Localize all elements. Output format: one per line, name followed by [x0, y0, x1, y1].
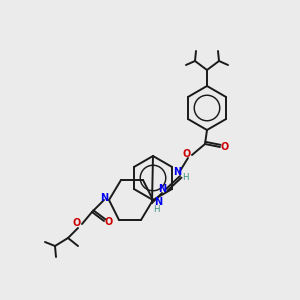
Text: O: O	[183, 149, 191, 159]
Text: N: N	[158, 184, 166, 194]
Text: N: N	[100, 193, 108, 203]
Text: O: O	[105, 217, 113, 227]
Text: N: N	[173, 167, 181, 177]
Text: N: N	[154, 197, 162, 207]
Text: H: H	[153, 205, 159, 214]
Text: O: O	[221, 142, 229, 152]
Text: H: H	[182, 172, 188, 182]
Text: O: O	[73, 218, 81, 228]
